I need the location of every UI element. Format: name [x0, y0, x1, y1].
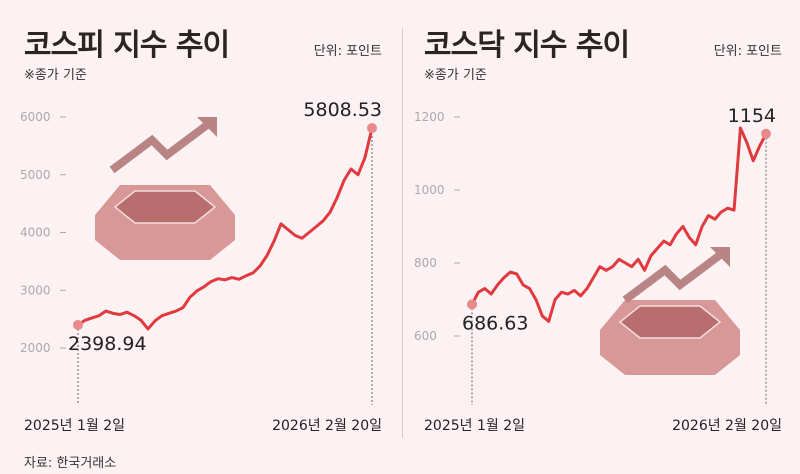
note-label: ※종가 기준: [424, 68, 487, 83]
chart-title: 코스닥 지수 추이: [424, 28, 630, 63]
end-point: [761, 128, 771, 139]
start-point: [73, 319, 83, 330]
end-value-label: 1154: [728, 105, 776, 127]
kospi-panel: 코스피 지수 추이 단위: 포인트 ※종가 기준 2000 3000 4000 500…: [0, 0, 400, 440]
arrow-head-icon: [710, 247, 730, 267]
y-tick-label: 600: [414, 329, 437, 343]
series-line: [77, 127, 374, 331]
unit-label: 단위: 포인트: [313, 44, 382, 59]
series-line: [470, 126, 768, 323]
kosdaq-panel: 코스닥 지수 추이 단위: 포인트 ※종가 기준 600 800 1000 1200 6…: [400, 0, 800, 440]
end-value-label: 5808.53: [303, 99, 382, 121]
arrow-head-icon: [197, 117, 217, 137]
y-tick-label: 1200: [414, 110, 445, 124]
y-tick-label: 6000: [20, 110, 51, 124]
pedestal-top-icon: [113, 190, 217, 224]
kospi-chart: 2000 3000 4000 5000 6000 2398.94 5808.53 2025년 …: [20, 99, 382, 434]
start-point: [467, 299, 477, 310]
x-end-label: 2026년 2월 20일: [672, 418, 782, 434]
kosdaq-chart: 600 800 1000 1200 686.63 1154 2025년 1월 2일 2026년…: [414, 105, 782, 434]
y-tick-label: 5000: [20, 168, 51, 182]
chart-title: 코스피 지수 추이: [24, 28, 230, 63]
y-tick-label: 3000: [20, 283, 51, 297]
arrow-up-icon: [622, 251, 723, 304]
x-start-label: 2025년 1월 2일: [424, 418, 525, 434]
y-tick-label: 2000: [20, 341, 51, 355]
source-label: 자료: 한국거래소: [24, 456, 117, 471]
unit-label: 단위: 포인트: [713, 44, 782, 59]
start-value-label: 2398.94: [68, 333, 147, 355]
end-point: [367, 123, 377, 134]
x-end-label: 2026년 2월 20일: [272, 418, 382, 434]
x-start-label: 2025년 1월 2일: [24, 418, 125, 434]
y-tick-label: 4000: [20, 226, 51, 240]
start-value-label: 686.63: [462, 312, 528, 334]
arrow-up-icon: [109, 121, 210, 174]
note-label: ※종가 기준: [24, 68, 87, 83]
pedestal-top-icon: [618, 305, 722, 339]
y-tick-label: 1000: [414, 183, 445, 197]
y-tick-label: 800: [414, 256, 437, 270]
divider: [402, 28, 403, 438]
